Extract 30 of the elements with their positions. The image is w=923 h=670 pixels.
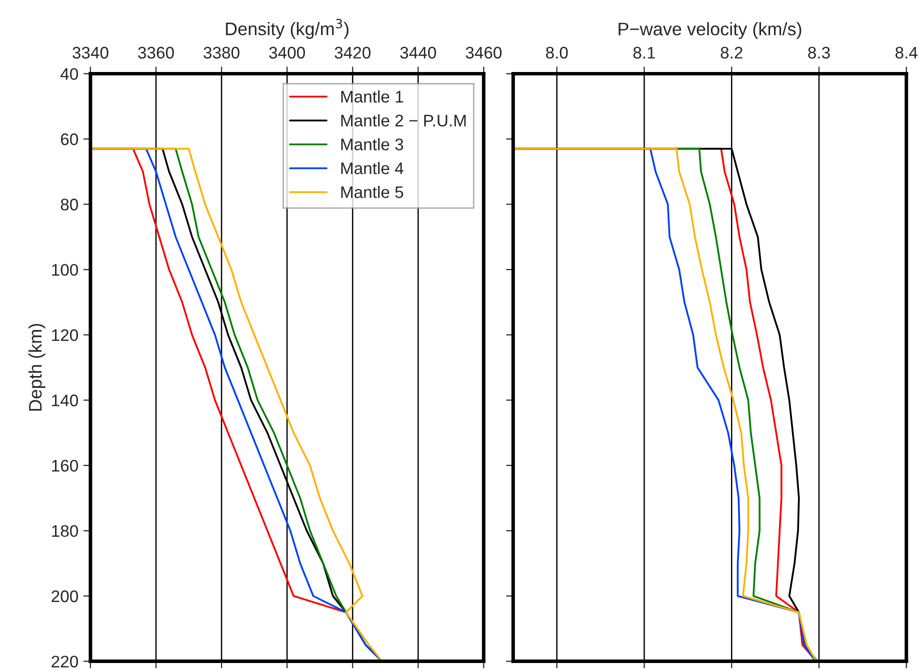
x-tick-label: 3460 (466, 46, 502, 59)
y-tick-label: 140 (52, 394, 78, 406)
x-tick-label: 8.2 (720, 46, 742, 59)
x-axis-title: P−wave velocity (km/s) (618, 22, 802, 39)
x-axis-title: Density (kg/m$^{3}$) (226, 18, 348, 39)
x-tick-label: 3440 (400, 46, 436, 59)
legend-label: Mantle 1 (341, 90, 404, 103)
y-tick-label: 180 (52, 525, 78, 537)
legend-label: Mantle 5 (341, 186, 404, 198)
y-tick-label: 100 (52, 264, 78, 276)
y-tick-label: 40 (60, 68, 78, 80)
y-tick-label: 120 (52, 329, 78, 342)
x-tick-label: 3360 (138, 46, 174, 59)
x-tick-label: 3420 (334, 46, 370, 59)
x-tick-label: 3400 (269, 46, 305, 59)
y-tick-label: 80 (60, 198, 78, 210)
y-tick-label: 60 (60, 133, 78, 146)
legend-label: Mantle 4 (341, 162, 404, 174)
y-axis-title: Depth (km) (28, 324, 46, 411)
x-tick-label: 8.0 (546, 46, 568, 59)
y-tick-label: 200 (52, 590, 78, 602)
x-tick-label: 3340 (72, 46, 108, 59)
legend-label: Mantle 3 (341, 138, 404, 150)
x-tick-label: 8.3 (808, 46, 830, 59)
legend-label: Mantle 2 − P.U.M (341, 114, 466, 126)
x-tick-label: 8.1 (633, 46, 656, 59)
y-tick-label: 220 (52, 656, 78, 668)
x-tick-label: 8.4 (896, 46, 918, 59)
y-tick-label: 160 (52, 460, 78, 472)
x-tick-label: 3380 (204, 46, 240, 59)
